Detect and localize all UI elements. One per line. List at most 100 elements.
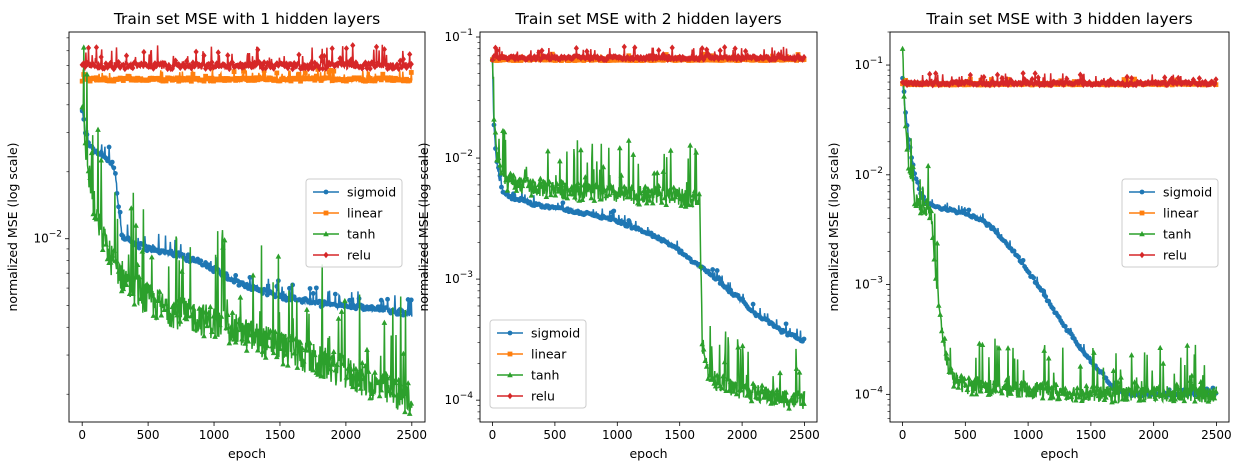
data-point <box>530 178 536 184</box>
data-point <box>285 362 291 368</box>
legend-marker-sigmoid <box>323 189 329 195</box>
data-point <box>633 192 640 198</box>
data-point <box>714 54 720 61</box>
data-point <box>243 347 250 353</box>
data-point <box>642 56 648 63</box>
data-point <box>638 53 644 61</box>
data-point <box>1198 378 1204 385</box>
legend-label-relu: relu <box>347 248 371 263</box>
data-point <box>600 163 607 170</box>
data-point <box>370 59 376 66</box>
data-point <box>795 52 801 59</box>
data-point <box>282 62 288 70</box>
data-point <box>1210 79 1216 86</box>
data-point <box>239 75 245 81</box>
data-point <box>225 52 231 59</box>
legend-marker-tanh <box>1139 231 1145 237</box>
data-point <box>298 78 303 84</box>
data-point <box>970 385 977 391</box>
data-point <box>263 64 269 72</box>
data-point <box>310 65 316 72</box>
data-point <box>587 183 593 189</box>
data-point <box>397 381 404 387</box>
data-point <box>649 200 656 206</box>
data-point <box>1068 393 1075 399</box>
data-point <box>1107 385 1114 391</box>
data-point <box>290 65 296 73</box>
data-point <box>557 158 563 164</box>
data-point <box>718 385 725 391</box>
data-point <box>334 361 340 367</box>
data-point <box>700 346 707 352</box>
data-point <box>747 389 753 395</box>
data-point <box>782 328 787 334</box>
data-point <box>690 192 696 198</box>
data-point <box>702 357 708 364</box>
data-point <box>372 369 378 375</box>
data-point <box>981 73 987 81</box>
data-point <box>408 400 415 406</box>
data-point <box>923 197 930 204</box>
series-relu <box>489 43 807 64</box>
data-point <box>934 78 940 85</box>
data-point <box>527 53 533 60</box>
data-point <box>1145 387 1151 393</box>
data-point <box>1172 396 1179 402</box>
legend-marker-tanh <box>323 231 329 237</box>
data-point <box>1132 76 1137 82</box>
data-point <box>275 253 282 259</box>
data-point <box>691 187 698 194</box>
data-point <box>1003 377 1010 383</box>
data-point <box>668 55 674 63</box>
data-point <box>997 80 1004 87</box>
data-point <box>144 248 150 254</box>
data-point <box>1005 345 1011 351</box>
data-point <box>1011 383 1017 389</box>
data-point <box>294 76 300 81</box>
data-point <box>742 382 749 388</box>
data-point <box>331 68 337 74</box>
data-point <box>340 360 347 366</box>
data-point <box>318 78 324 83</box>
data-point <box>772 399 779 405</box>
data-point <box>664 191 671 197</box>
data-point <box>904 146 910 152</box>
data-point <box>1207 81 1213 88</box>
data-point <box>269 343 275 349</box>
data-point <box>721 358 728 365</box>
y-tick-label: 10−1 <box>854 56 883 72</box>
data-point <box>370 389 377 395</box>
data-point <box>171 301 177 307</box>
data-point <box>648 187 655 194</box>
data-point <box>801 53 807 61</box>
data-point <box>578 147 584 153</box>
data-point <box>1168 76 1174 84</box>
data-point <box>231 69 237 75</box>
data-point <box>120 285 127 292</box>
series-tanh <box>489 55 807 412</box>
data-point <box>210 313 217 319</box>
data-point <box>1116 383 1123 390</box>
data-point <box>1062 323 1068 329</box>
data-point <box>103 60 109 67</box>
data-point <box>777 369 783 376</box>
data-point <box>1044 380 1050 386</box>
data-point <box>301 76 307 82</box>
data-point <box>1017 386 1023 392</box>
data-point <box>291 60 297 67</box>
data-point <box>789 396 795 402</box>
legend-box <box>305 178 403 268</box>
data-point <box>294 364 301 370</box>
data-point <box>922 209 928 215</box>
data-point <box>387 373 394 379</box>
data-point <box>630 151 637 157</box>
data-point <box>982 380 989 386</box>
data-point <box>687 142 693 148</box>
data-point <box>996 345 1002 351</box>
data-point <box>199 306 206 312</box>
data-point <box>117 64 123 71</box>
data-point <box>256 59 262 66</box>
data-point <box>510 53 517 60</box>
data-point <box>252 77 258 83</box>
data-point <box>775 391 782 398</box>
